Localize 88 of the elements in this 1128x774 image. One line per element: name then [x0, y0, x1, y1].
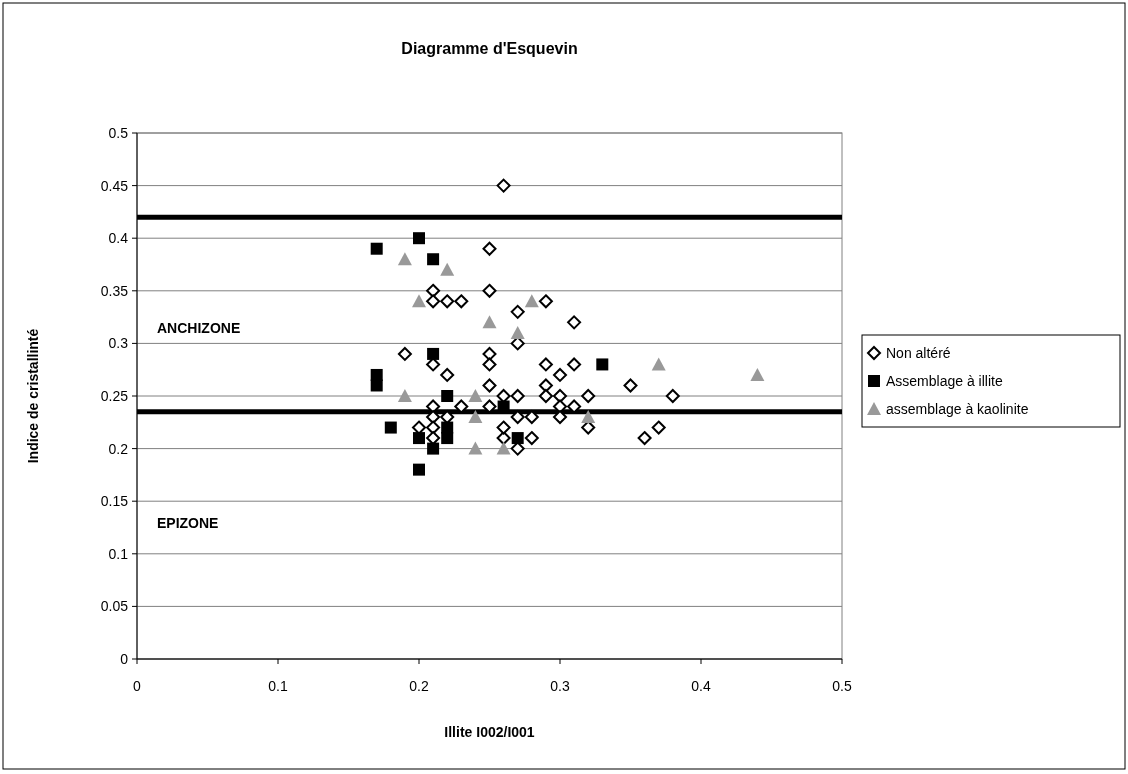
- point: [468, 389, 483, 402]
- point: [524, 410, 539, 425]
- point: [412, 294, 426, 308]
- point: [397, 389, 412, 402]
- point: [623, 378, 638, 393]
- chart-title: Diagramme d'Esquevin: [401, 40, 578, 57]
- annotation: ANCHIZONE: [157, 320, 241, 336]
- point: [524, 294, 539, 308]
- point: [637, 431, 652, 446]
- point: [553, 389, 567, 403]
- y-tick-label: 0.3: [108, 335, 129, 352]
- point: [482, 378, 497, 393]
- point: [538, 389, 553, 403]
- point: [427, 253, 440, 266]
- point: [510, 389, 525, 403]
- point: [510, 410, 525, 425]
- y-tick-label: 0.15: [100, 493, 129, 510]
- point: [581, 389, 596, 403]
- point: [567, 315, 582, 330]
- point: [440, 367, 455, 382]
- x-tick-label: 0: [133, 678, 142, 694]
- point: [427, 347, 440, 360]
- point: [510, 325, 525, 339]
- x-tick-label: 0.4: [691, 678, 711, 694]
- x-tick-label: 0.3: [550, 678, 570, 694]
- point: [651, 420, 666, 435]
- point: [413, 432, 425, 445]
- point: [482, 283, 497, 298]
- x-tick-label: 0.2: [409, 678, 429, 694]
- y-tick-label: 0.45: [100, 177, 129, 194]
- point: [426, 283, 441, 298]
- y-tick-label: 0.1: [108, 545, 129, 562]
- y-tick-label: 0.05: [100, 598, 129, 615]
- point: [482, 346, 497, 361]
- point: [384, 421, 397, 434]
- y-tick-label: 0: [120, 650, 129, 667]
- point: [496, 420, 511, 435]
- point: [496, 389, 511, 403]
- point: [454, 294, 469, 309]
- point: [553, 367, 567, 382]
- point: [496, 178, 511, 193]
- x-tick-label: 0.5: [832, 678, 852, 694]
- point: [440, 294, 455, 309]
- point: [538, 294, 553, 309]
- y-axis-title: Indice de cristallinté: [25, 328, 41, 464]
- point: [567, 357, 582, 372]
- point: [496, 441, 511, 455]
- point: [651, 357, 666, 371]
- point: [426, 294, 441, 309]
- legend-label: assemblage à kaolinite: [886, 400, 1029, 417]
- y-tick-label: 0.4: [108, 230, 129, 247]
- x-axis-title: Illite I002/I001: [444, 724, 535, 740]
- point: [413, 232, 425, 245]
- point: [665, 389, 680, 403]
- point: [553, 410, 567, 425]
- point: [426, 357, 441, 372]
- point: [482, 315, 497, 329]
- y-tick-label: 0.2: [108, 440, 129, 457]
- point: [397, 346, 412, 361]
- point: [750, 367, 765, 381]
- point: [538, 378, 553, 393]
- point: [596, 358, 609, 371]
- y-tick-label: 0.5: [108, 124, 129, 141]
- point: [538, 357, 553, 372]
- point: [510, 304, 525, 319]
- annotation: EPIZONE: [157, 515, 219, 531]
- legend-label: Non altéré: [886, 344, 951, 361]
- point: [426, 420, 441, 435]
- point: [413, 463, 425, 476]
- point: [468, 441, 483, 455]
- y-tick-label: 0.25: [100, 387, 129, 404]
- point: [468, 410, 483, 424]
- x-tick-label: 0.1: [268, 678, 288, 694]
- point: [441, 390, 454, 402]
- point: [511, 432, 524, 445]
- legend-label: Assemblage à illite: [886, 372, 1003, 389]
- point: [426, 410, 441, 425]
- point: [581, 410, 596, 424]
- point: [440, 262, 455, 276]
- point: [482, 357, 497, 372]
- point: [370, 379, 383, 392]
- point: [427, 442, 440, 455]
- point: [397, 252, 412, 266]
- point: [524, 431, 539, 446]
- point: [482, 241, 497, 256]
- point: [370, 242, 383, 255]
- point: [441, 432, 454, 445]
- y-tick-label: 0.35: [100, 282, 129, 299]
